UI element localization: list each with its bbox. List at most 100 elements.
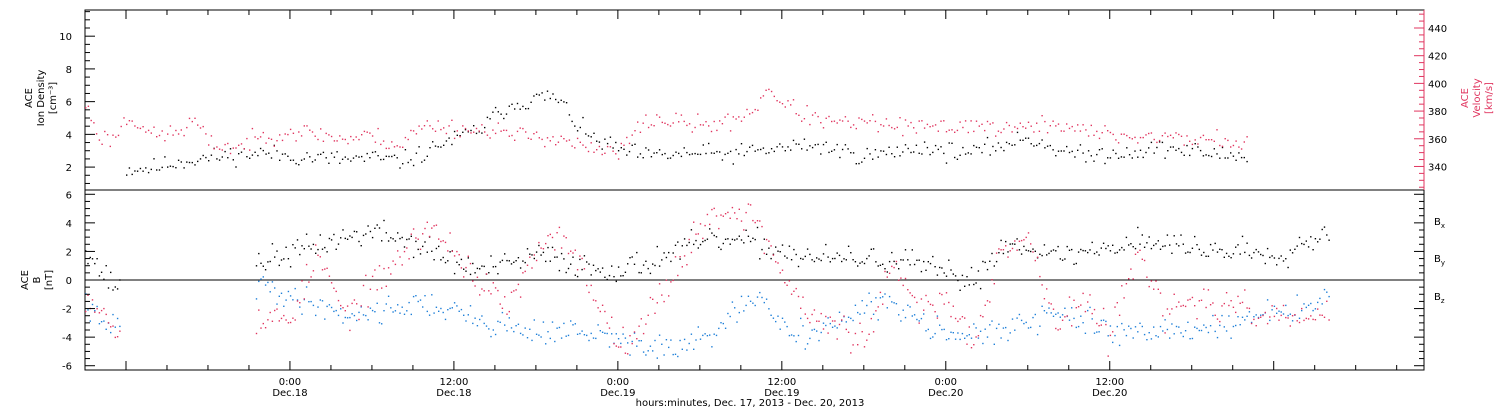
density-point bbox=[1087, 150, 1090, 152]
by-point bbox=[579, 332, 581, 335]
by-point bbox=[797, 334, 800, 337]
by-point bbox=[574, 323, 576, 325]
density-point bbox=[1049, 144, 1051, 147]
density-point bbox=[1074, 156, 1076, 158]
bz-point bbox=[1303, 319, 1305, 322]
by-point bbox=[1114, 334, 1116, 337]
bz-point bbox=[581, 257, 583, 260]
bx-point bbox=[752, 237, 754, 239]
by-point bbox=[504, 324, 506, 326]
density-point bbox=[489, 118, 491, 120]
bz-point bbox=[474, 285, 476, 287]
by-point bbox=[110, 331, 112, 334]
bz-point bbox=[1223, 302, 1225, 305]
by-point bbox=[1271, 309, 1273, 311]
by-point bbox=[356, 319, 358, 322]
density-point bbox=[1208, 154, 1210, 157]
bz-point bbox=[654, 312, 656, 314]
density-point bbox=[339, 162, 341, 164]
bx-point bbox=[677, 241, 679, 243]
bz-point bbox=[693, 221, 695, 223]
bx-point bbox=[640, 272, 642, 274]
by-point bbox=[1260, 314, 1262, 316]
density-point bbox=[866, 147, 868, 150]
bx-point bbox=[467, 257, 469, 259]
bx-point bbox=[1143, 246, 1146, 248]
bz-point bbox=[558, 226, 561, 229]
bx-point bbox=[337, 243, 340, 245]
bx-point bbox=[1102, 242, 1105, 244]
velocity-point bbox=[552, 136, 554, 138]
bx-point bbox=[1178, 245, 1180, 247]
bz-point bbox=[324, 268, 326, 270]
density-point bbox=[615, 141, 617, 144]
by-point bbox=[276, 303, 278, 305]
bx-point bbox=[608, 274, 611, 277]
bx-point bbox=[481, 265, 483, 267]
density-point bbox=[158, 169, 161, 171]
bz-point bbox=[932, 304, 934, 306]
bx-point bbox=[756, 226, 759, 229]
bz-point bbox=[335, 290, 337, 293]
bz-point bbox=[697, 233, 699, 235]
by-point bbox=[308, 301, 310, 303]
density-point bbox=[708, 142, 710, 145]
density-point bbox=[743, 154, 745, 157]
bz-point bbox=[383, 267, 385, 270]
velocity-point bbox=[317, 138, 319, 141]
bx-point bbox=[476, 267, 479, 270]
velocity-point bbox=[1224, 138, 1226, 140]
velocity-point bbox=[371, 135, 374, 137]
bx-point bbox=[433, 259, 435, 261]
bx-point bbox=[795, 253, 797, 256]
density-point bbox=[500, 113, 502, 115]
bz-point bbox=[904, 277, 907, 280]
velocity-point bbox=[246, 137, 248, 140]
bx-point bbox=[1128, 244, 1130, 246]
bx-point bbox=[1191, 247, 1194, 249]
bx-point bbox=[492, 266, 494, 268]
density-point bbox=[475, 132, 478, 135]
density-point bbox=[1030, 143, 1032, 145]
velocity-point bbox=[120, 125, 122, 128]
density-point bbox=[617, 150, 620, 152]
bx-point bbox=[611, 265, 613, 267]
bx-point bbox=[326, 251, 328, 253]
by-point bbox=[711, 346, 713, 348]
bz-point bbox=[752, 219, 754, 222]
bx-point bbox=[1312, 249, 1314, 251]
bx-point bbox=[376, 224, 378, 226]
by-point bbox=[1153, 326, 1155, 328]
bz-point bbox=[271, 320, 274, 322]
density-point bbox=[199, 158, 202, 160]
by-point bbox=[611, 333, 613, 335]
bz-point bbox=[369, 288, 372, 290]
bx-point bbox=[847, 245, 850, 247]
bx-point bbox=[330, 239, 333, 241]
bx-point bbox=[595, 269, 597, 272]
by-point bbox=[100, 321, 103, 323]
bx-point bbox=[966, 276, 968, 278]
by-point bbox=[1205, 326, 1207, 329]
bz-point bbox=[975, 336, 977, 338]
bx-point bbox=[1009, 243, 1011, 245]
bx-point bbox=[570, 263, 572, 265]
bz-point bbox=[1248, 307, 1251, 310]
bx-point bbox=[294, 247, 296, 249]
velocity-point bbox=[268, 137, 270, 139]
by-point bbox=[939, 324, 941, 326]
velocity-point bbox=[90, 119, 92, 122]
bx-point bbox=[1080, 248, 1082, 251]
velocity-point bbox=[533, 133, 535, 135]
bx-point bbox=[110, 271, 112, 274]
bx-point bbox=[802, 258, 804, 260]
by-point bbox=[970, 337, 973, 339]
by-point bbox=[740, 295, 743, 298]
bz-point bbox=[1125, 283, 1128, 285]
bz-point bbox=[494, 287, 497, 289]
density-point bbox=[893, 156, 896, 158]
bz-point bbox=[1212, 302, 1214, 304]
density-point bbox=[817, 143, 819, 146]
bx-point bbox=[1196, 244, 1198, 246]
bz-point bbox=[1121, 285, 1123, 287]
